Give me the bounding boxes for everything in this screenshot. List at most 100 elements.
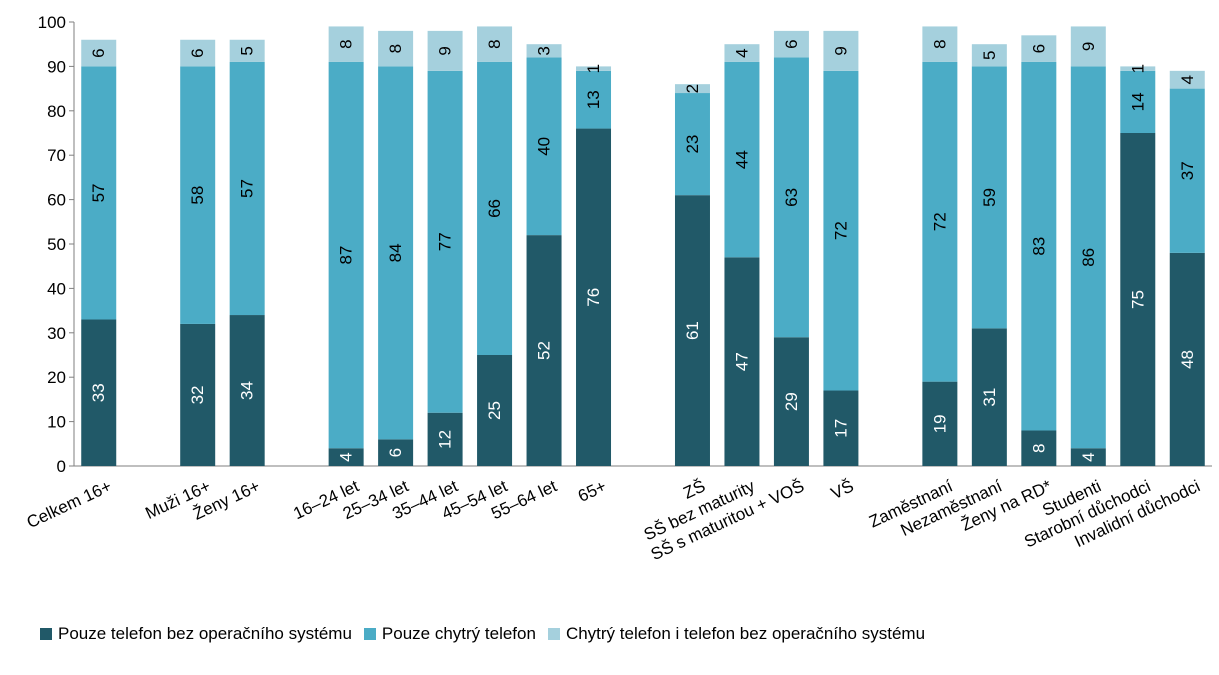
bar-segment xyxy=(229,39,265,62)
data-label: 31 xyxy=(980,388,999,407)
data-label: 6 xyxy=(188,48,207,57)
data-label: 32 xyxy=(188,385,207,404)
data-label: 83 xyxy=(1029,237,1048,256)
bar-segment xyxy=(180,323,216,466)
data-label: 8 xyxy=(386,44,405,53)
legend-item-series-3: Chytrý telefon i telefon bez operačního … xyxy=(547,624,926,644)
y-tick-label: 0 xyxy=(57,457,66,476)
bar-segment xyxy=(773,30,809,58)
bar-segment xyxy=(328,448,364,466)
data-label: 4 xyxy=(1079,452,1098,461)
bar-segment xyxy=(1021,61,1057,431)
y-tick-label: 40 xyxy=(47,279,66,298)
bar-segment xyxy=(724,257,760,466)
bar-segment xyxy=(526,44,562,58)
data-label: 14 xyxy=(1128,92,1147,111)
legend-swatch-series-1 xyxy=(40,628,52,640)
data-label: 58 xyxy=(188,186,207,205)
bar-segment xyxy=(526,57,562,236)
y-tick-label: 90 xyxy=(47,57,66,76)
bar-segment xyxy=(724,61,760,258)
legend-item-series-1: Pouze telefon bez operačního systému xyxy=(40,624,352,644)
data-label: 47 xyxy=(732,352,751,371)
data-label: 5 xyxy=(980,51,999,60)
bar-segment xyxy=(922,61,958,382)
bar-segment xyxy=(378,66,414,440)
bar-segment xyxy=(328,61,364,449)
data-label: 84 xyxy=(386,243,405,262)
bar-segment xyxy=(1120,133,1156,466)
data-label: 72 xyxy=(831,221,850,240)
legend: Pouze telefon bez operačního systému Pou… xyxy=(40,624,925,644)
bar-segment xyxy=(229,315,265,466)
data-label: 9 xyxy=(831,46,850,55)
bar-segment xyxy=(674,84,710,94)
bar-segment xyxy=(1021,430,1057,466)
bar-segment xyxy=(477,355,513,466)
data-label: 57 xyxy=(89,183,108,202)
data-label: 6 xyxy=(782,39,801,48)
data-label: 19 xyxy=(930,414,949,433)
data-label: 6 xyxy=(89,48,108,57)
data-label: 37 xyxy=(1178,161,1197,180)
bar-segment xyxy=(378,30,414,67)
data-label: 87 xyxy=(337,246,356,265)
data-label: 8 xyxy=(930,39,949,48)
bar-segment xyxy=(1070,448,1106,466)
data-label: 9 xyxy=(1079,42,1098,51)
data-label: 75 xyxy=(1128,290,1147,309)
legend-label-series-3: Chytrý telefon i telefon bez operačního … xyxy=(565,624,926,643)
category-label: 65+ xyxy=(575,476,609,505)
bar-segment xyxy=(1021,35,1057,62)
bar-segment xyxy=(81,319,117,466)
bar-segment xyxy=(81,39,117,67)
legend-swatch-series-2 xyxy=(363,628,376,640)
data-label: 1 xyxy=(1128,64,1147,73)
data-label: 86 xyxy=(1079,248,1098,267)
bar-segment xyxy=(971,328,1007,466)
bar-segment xyxy=(922,26,958,62)
bar-segment xyxy=(576,66,612,71)
legend-item-series-2: Pouze chytrý telefon xyxy=(363,624,536,644)
data-label: 3 xyxy=(535,46,554,55)
data-label: 25 xyxy=(485,401,504,420)
data-label: 8 xyxy=(1029,444,1048,453)
bar-segment xyxy=(1070,26,1106,67)
data-label: 4 xyxy=(732,48,751,57)
y-tick-label: 100 xyxy=(38,13,66,32)
bar-segment xyxy=(922,381,958,466)
y-tick-label: 80 xyxy=(47,102,66,121)
bar-segment xyxy=(773,57,809,338)
bar-segment xyxy=(81,66,117,320)
bar-layer xyxy=(81,26,1205,466)
category-label: VŠ xyxy=(828,476,857,503)
data-label: 1 xyxy=(584,64,603,73)
bar-segment xyxy=(1070,66,1106,449)
bar-segment xyxy=(1120,70,1156,133)
legend-label-series-2: Pouze chytrý telefon xyxy=(381,624,536,643)
bar-segment xyxy=(427,70,463,413)
bar-segment xyxy=(1169,88,1205,253)
data-label: 9 xyxy=(436,46,455,55)
bar-segment xyxy=(1120,66,1156,71)
data-label: 76 xyxy=(584,288,603,307)
bar-segment xyxy=(724,44,760,62)
bar-segment xyxy=(823,30,859,71)
bar-segment xyxy=(823,70,859,391)
bar-segment xyxy=(971,66,1007,329)
bar-segment xyxy=(823,390,859,466)
data-label: 5 xyxy=(238,46,257,55)
y-tick-label: 20 xyxy=(47,368,66,387)
data-label: 6 xyxy=(386,448,405,457)
data-label: 34 xyxy=(238,381,257,400)
data-label: 6 xyxy=(1029,44,1048,53)
bar-segment xyxy=(1169,252,1205,466)
data-label: 8 xyxy=(337,39,356,48)
data-label: 17 xyxy=(831,419,850,438)
bar-segment xyxy=(427,30,463,71)
category-label: Celkem 16+ xyxy=(24,476,115,532)
data-label: 48 xyxy=(1178,350,1197,369)
data-label: 12 xyxy=(436,430,455,449)
data-label: 4 xyxy=(337,452,356,461)
